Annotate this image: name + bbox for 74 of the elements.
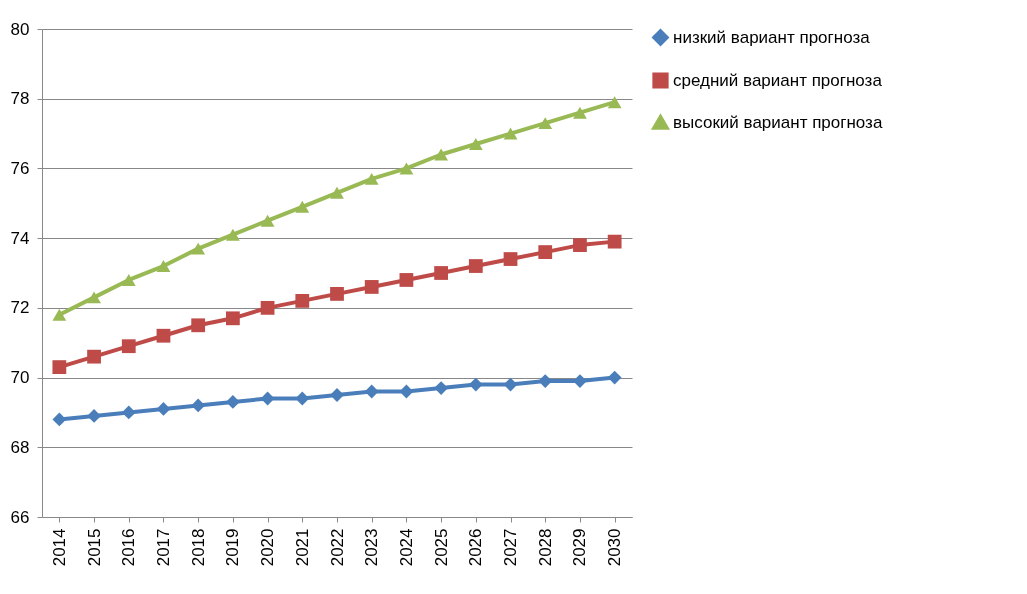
x-tick-label: 2021 — [292, 528, 312, 567]
x-tick-label: 2020 — [258, 528, 278, 567]
point — [156, 260, 171, 272]
point — [295, 293, 310, 308]
x-tick-label: 2028 — [535, 528, 555, 567]
x-tick-label: 2026 — [466, 528, 486, 567]
point — [121, 339, 136, 354]
point — [434, 381, 449, 395]
point — [295, 391, 310, 406]
x-tick-label: 2017 — [153, 528, 173, 567]
point — [191, 242, 206, 255]
point — [121, 274, 136, 286]
point — [87, 409, 101, 423]
y-tick-label: 66 — [10, 507, 30, 527]
point — [52, 412, 67, 427]
x-tick-label: 2019 — [223, 528, 243, 567]
y-tick-label: 68 — [10, 437, 30, 457]
y-tick-label: 78 — [10, 89, 30, 109]
point — [225, 228, 240, 241]
point — [191, 318, 206, 333]
point — [364, 172, 379, 185]
point — [399, 273, 414, 287]
x-tick-label: 2022 — [327, 528, 347, 567]
point — [156, 402, 171, 416]
point — [330, 287, 344, 301]
point — [573, 106, 587, 119]
point — [225, 395, 240, 409]
y-tick-label: 72 — [10, 298, 30, 318]
point — [87, 291, 101, 304]
point — [225, 311, 240, 326]
point — [538, 117, 553, 130]
legend-label: низкий вариант прогноза — [673, 27, 871, 47]
x-tick-label: 2025 — [431, 528, 451, 567]
point — [468, 138, 483, 150]
point — [121, 405, 136, 420]
x-tick-label: 2015 — [84, 528, 104, 567]
point — [503, 127, 518, 140]
x-tick-label: 2024 — [396, 528, 416, 567]
x-tick-label: 2030 — [605, 528, 625, 567]
x-tick-label: 2014 — [49, 528, 69, 567]
point — [607, 96, 622, 109]
y-tick-label: 80 — [10, 19, 30, 39]
point — [364, 384, 379, 399]
point — [468, 259, 483, 273]
x-tick-label: 2018 — [188, 528, 208, 567]
point — [52, 360, 67, 375]
x-tick-label: 2023 — [362, 528, 382, 567]
point — [573, 238, 587, 253]
point — [468, 377, 483, 392]
point — [87, 349, 101, 364]
y-tick-label: 74 — [10, 228, 30, 248]
point — [156, 328, 171, 343]
point — [503, 252, 518, 266]
x-tick-label: 2029 — [570, 528, 590, 567]
point — [434, 266, 449, 280]
point — [607, 370, 622, 385]
y-tick-label: 76 — [10, 158, 30, 178]
point — [191, 398, 206, 413]
point — [260, 300, 275, 315]
y-tick-label: 70 — [10, 368, 30, 388]
point — [538, 245, 553, 259]
legend-label: средний вариант прогноза — [673, 70, 883, 90]
point — [295, 200, 310, 213]
x-tick-label: 2016 — [119, 528, 139, 567]
point — [434, 148, 449, 161]
point — [52, 308, 67, 321]
point — [607, 234, 622, 249]
point — [399, 162, 414, 175]
x-tick-label: 2027 — [501, 528, 521, 567]
legend-label: высокий вариант прогноза — [673, 112, 883, 132]
point — [330, 186, 344, 199]
point — [260, 214, 275, 227]
point — [364, 280, 379, 294]
point — [399, 384, 414, 399]
